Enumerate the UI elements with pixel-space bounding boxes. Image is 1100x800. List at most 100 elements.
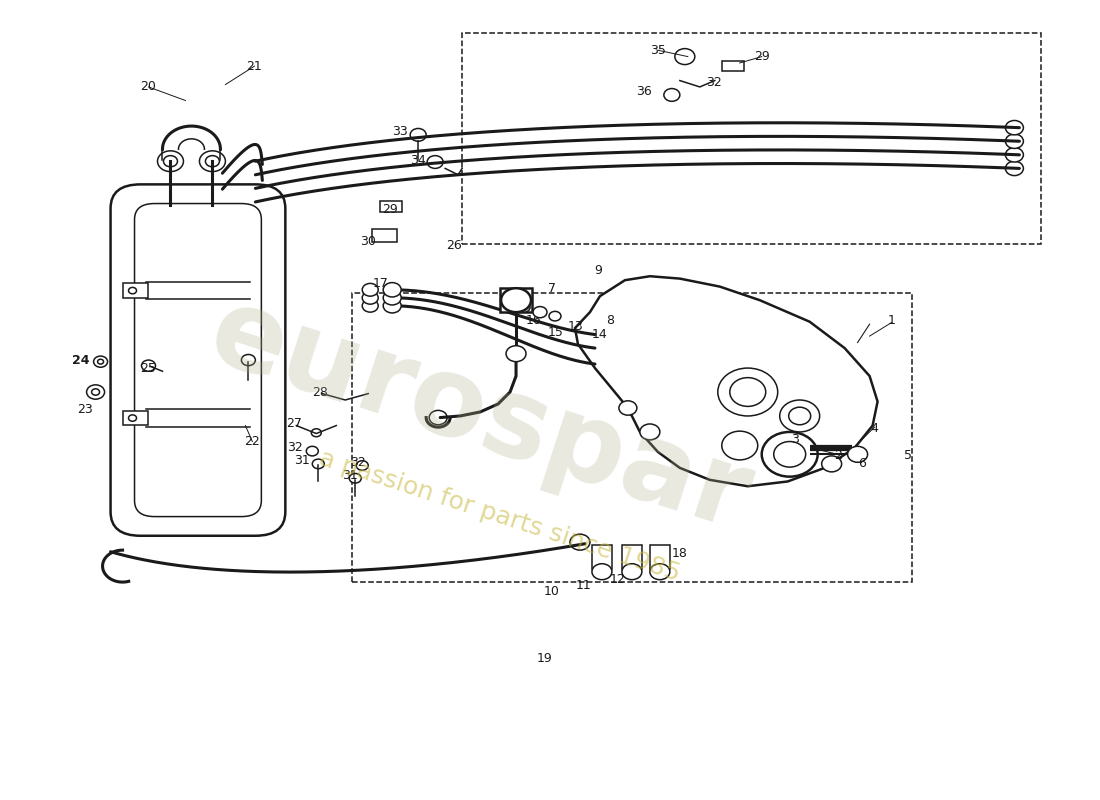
Circle shape: [206, 156, 219, 167]
Text: 2: 2: [834, 450, 842, 462]
Text: 23: 23: [77, 403, 92, 416]
Text: 22: 22: [244, 435, 261, 448]
Circle shape: [129, 287, 136, 294]
Text: 21: 21: [246, 60, 262, 73]
Circle shape: [592, 564, 612, 580]
Circle shape: [362, 299, 378, 312]
Bar: [621, 546, 642, 570]
Circle shape: [311, 429, 321, 437]
Text: 20: 20: [141, 81, 156, 94]
Text: 14: 14: [592, 328, 608, 341]
Text: 12: 12: [610, 573, 626, 586]
Bar: [381, 201, 403, 211]
Bar: [500, 288, 532, 312]
Text: 19: 19: [537, 652, 553, 666]
Circle shape: [822, 456, 842, 472]
Circle shape: [1005, 148, 1023, 162]
Circle shape: [142, 360, 155, 371]
Text: 13: 13: [568, 320, 584, 333]
Circle shape: [570, 534, 590, 550]
Text: 24: 24: [72, 354, 89, 366]
Text: 3: 3: [791, 434, 799, 446]
Circle shape: [429, 410, 447, 425]
Text: 32: 32: [351, 456, 366, 469]
Circle shape: [506, 346, 526, 362]
Circle shape: [534, 306, 547, 318]
Text: 29: 29: [754, 50, 770, 63]
Circle shape: [98, 359, 103, 364]
Text: 16: 16: [526, 314, 542, 326]
Text: 31: 31: [342, 469, 359, 482]
Circle shape: [549, 311, 561, 321]
Circle shape: [780, 400, 820, 432]
Text: 33: 33: [393, 125, 408, 138]
Text: 11: 11: [576, 578, 592, 592]
Circle shape: [619, 401, 637, 415]
Text: 7: 7: [548, 282, 556, 294]
Circle shape: [199, 151, 226, 171]
Circle shape: [1005, 134, 1023, 149]
Bar: [122, 411, 147, 426]
Circle shape: [502, 288, 531, 312]
Bar: [462, 33, 1042, 244]
Text: 25: 25: [141, 362, 156, 374]
Circle shape: [761, 432, 817, 477]
Circle shape: [312, 459, 324, 469]
Circle shape: [306, 446, 318, 456]
Circle shape: [350, 474, 361, 483]
Circle shape: [621, 564, 642, 580]
Circle shape: [410, 129, 426, 142]
Text: 10: 10: [544, 585, 560, 598]
Circle shape: [773, 442, 805, 467]
Text: eurospar: eurospar: [197, 278, 763, 554]
Bar: [722, 61, 744, 71]
Text: 29: 29: [383, 203, 398, 217]
Text: 15: 15: [548, 326, 564, 338]
Circle shape: [664, 89, 680, 102]
Circle shape: [356, 461, 369, 470]
Circle shape: [383, 282, 402, 297]
Circle shape: [718, 368, 778, 416]
Circle shape: [650, 564, 670, 580]
Circle shape: [362, 283, 378, 296]
Text: 4: 4: [871, 422, 879, 435]
Text: 26: 26: [447, 238, 462, 251]
Text: 1: 1: [888, 314, 895, 326]
Circle shape: [789, 407, 811, 425]
Text: 34: 34: [410, 154, 426, 167]
Text: 28: 28: [312, 386, 328, 398]
Circle shape: [362, 291, 378, 304]
Bar: [352, 293, 912, 582]
Bar: [592, 546, 612, 570]
Text: a passion for parts since 1985: a passion for parts since 1985: [317, 446, 683, 586]
Circle shape: [383, 298, 402, 313]
Circle shape: [502, 298, 514, 307]
Bar: [122, 283, 147, 298]
Bar: [372, 229, 397, 242]
Text: 9: 9: [594, 264, 602, 277]
Text: 30: 30: [361, 235, 376, 248]
Text: 36: 36: [636, 86, 652, 98]
Bar: [650, 546, 670, 570]
Circle shape: [94, 356, 108, 367]
Circle shape: [91, 389, 100, 395]
Text: 32: 32: [287, 442, 304, 454]
Circle shape: [383, 290, 402, 305]
Circle shape: [241, 354, 255, 366]
Circle shape: [87, 385, 104, 399]
Circle shape: [729, 378, 766, 406]
Text: 31: 31: [295, 454, 310, 467]
Circle shape: [674, 49, 695, 65]
Text: 18: 18: [672, 547, 688, 560]
Circle shape: [164, 156, 177, 167]
Circle shape: [427, 156, 443, 169]
Text: 6: 6: [858, 458, 866, 470]
Text: 17: 17: [372, 277, 388, 290]
Text: 8: 8: [606, 314, 614, 326]
Text: 32: 32: [706, 76, 722, 89]
Text: 27: 27: [286, 418, 302, 430]
Circle shape: [157, 151, 184, 171]
Circle shape: [1005, 162, 1023, 175]
Circle shape: [518, 302, 530, 312]
Text: 35: 35: [650, 44, 666, 57]
